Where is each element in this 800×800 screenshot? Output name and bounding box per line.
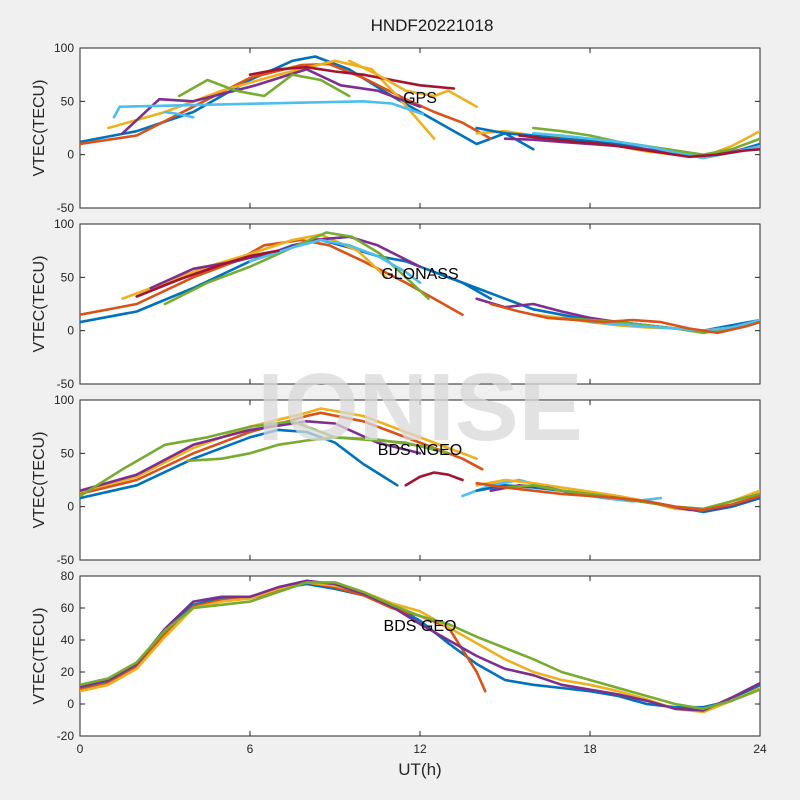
- series-line-0: [80, 55, 535, 151]
- series-line-6: [404, 471, 464, 487]
- series-line-0: [80, 428, 399, 500]
- x-tick-label: 24: [753, 742, 767, 756]
- y-tick-label: 100: [54, 393, 74, 407]
- series-line-2: [80, 407, 479, 494]
- series-line-1: [80, 238, 464, 317]
- series-line-8: [163, 110, 195, 119]
- y-tick-label: 50: [61, 94, 75, 108]
- y-tick-label: -50: [57, 201, 75, 215]
- series-line-1: [80, 62, 493, 146]
- y-tick-label: 0: [67, 500, 74, 514]
- y-axis-label: VTEC(TECU): [31, 432, 48, 529]
- axes-frame: [79, 399, 761, 561]
- series-line-7: [347, 59, 479, 108]
- y-tick-label: 40: [61, 633, 75, 647]
- series-group: [80, 407, 760, 514]
- watermark-logo: IONISE: [257, 354, 582, 461]
- axes-panel-0: -50 0 50 100 VTEC(TECU) GPS: [31, 41, 761, 215]
- series-line-12: [489, 302, 760, 335]
- x-tick-label: 12: [413, 742, 427, 756]
- y-axis-label: VTEC(TECU): [31, 256, 48, 353]
- panel-system-label: GLONASS: [381, 266, 458, 283]
- y-tick-label: 100: [54, 41, 74, 55]
- x-axis-label: UT(h): [398, 760, 441, 779]
- y-axis-label: VTEC(TECU): [31, 80, 48, 177]
- axes-frame: [79, 47, 761, 209]
- y-tick-label: 50: [61, 446, 75, 460]
- series-line-3: [121, 68, 422, 135]
- panels: -50 0 50 100 VTEC(TECU) GPS -50 0 50 100 VTEC(TECU…: [31, 41, 767, 779]
- y-tick-label: 80: [61, 569, 75, 583]
- y-tick-label: 60: [61, 601, 75, 615]
- x-tick-label: 6: [247, 742, 254, 756]
- figure-title: HNDF20221018: [371, 16, 494, 35]
- series-line-11: [588, 318, 760, 333]
- axes-frame: [79, 223, 761, 385]
- series-line-12: [475, 481, 760, 512]
- y-tick-label: -20: [57, 729, 75, 743]
- y-tick-label: 100: [54, 217, 74, 231]
- y-tick-label: -50: [57, 377, 75, 391]
- series-line-5: [186, 435, 436, 463]
- y-tick-label: 0: [67, 324, 74, 338]
- series-line-0: [80, 582, 760, 709]
- x-tick-label: 0: [77, 742, 84, 756]
- y-axis-label: VTEC(TECU): [31, 608, 48, 705]
- series-line-14: [517, 134, 760, 159]
- axes-panel-2: -50 0 50 100 VTEC(TECU) BDS NGEO: [31, 393, 761, 567]
- y-tick-label: 0: [67, 148, 74, 162]
- y-tick-label: 0: [67, 697, 74, 711]
- x-tick-label: 18: [583, 742, 597, 756]
- y-tick-label: -50: [57, 553, 75, 567]
- series-group: [80, 55, 760, 160]
- panel-system-label: BDS GEO: [384, 618, 457, 635]
- panel-system-label: BDS NGEO: [378, 442, 462, 459]
- series-line-4: [80, 581, 760, 711]
- series-line-2: [121, 233, 388, 301]
- series-line-4: [177, 73, 351, 98]
- series-line-4: [163, 231, 430, 306]
- series-line-5: [112, 100, 425, 119]
- series-line-6: [135, 249, 280, 298]
- axes-frame: [79, 575, 761, 737]
- y-tick-label: 20: [61, 665, 75, 679]
- series-group: [80, 579, 760, 714]
- series-line-5: [248, 238, 422, 285]
- series-line-3: [80, 579, 760, 712]
- series-group: [80, 231, 760, 335]
- axes-panel-1: -50 0 50 100 VTEC(TECU) GLONASS: [31, 217, 761, 391]
- y-tick-label: 50: [61, 270, 75, 284]
- series-line-6: [248, 65, 456, 90]
- panel-system-label: GPS: [403, 90, 437, 107]
